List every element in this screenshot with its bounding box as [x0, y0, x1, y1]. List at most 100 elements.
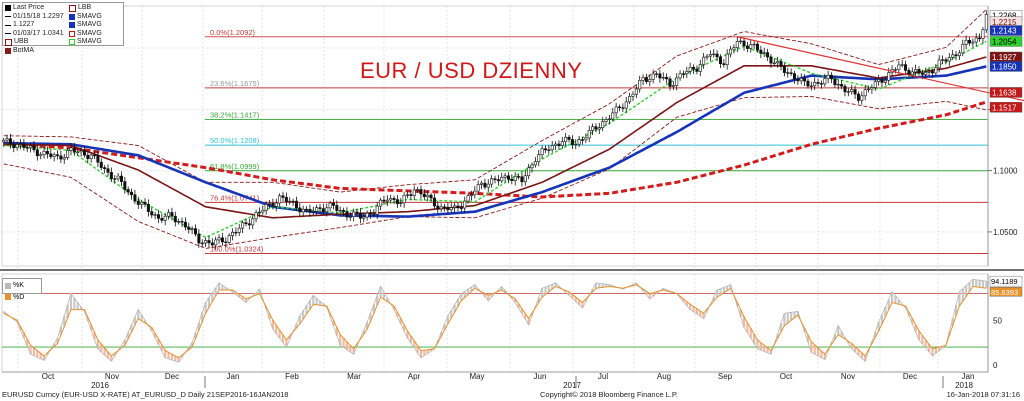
fib-label: 50.0%(1.1208)	[210, 136, 260, 145]
candle-body	[877, 79, 881, 82]
legend-smavg-4: SMAVG	[77, 38, 102, 45]
candle-body	[190, 228, 194, 230]
candle-body	[247, 223, 251, 226]
candle-body	[947, 57, 951, 62]
candle-body	[634, 88, 638, 95]
candle-body	[500, 177, 504, 182]
candle-body	[856, 93, 860, 101]
candle-body	[729, 48, 733, 55]
candle-body	[924, 72, 928, 75]
indicator-legend: Last Price 01/15/18 1.2297 1.1227 01/03/…	[2, 2, 124, 54]
candle-body	[429, 194, 433, 199]
candle-body	[655, 73, 659, 75]
candle-body	[580, 139, 584, 141]
candle-body	[984, 14, 988, 31]
candle-body	[749, 44, 753, 49]
candle-body	[106, 168, 110, 173]
candle-body	[160, 218, 164, 221]
month-label: May	[469, 372, 484, 381]
candle-body	[644, 77, 648, 82]
candle-body	[513, 176, 517, 181]
candle-body	[718, 56, 722, 64]
candle-body	[799, 77, 803, 82]
candle-body	[930, 71, 934, 74]
candle-body	[220, 237, 224, 243]
candle-body	[681, 73, 685, 75]
candle-body	[914, 69, 918, 73]
candle-body	[917, 69, 921, 74]
candle-body	[52, 154, 56, 157]
candle-body	[69, 147, 73, 151]
candle-body	[358, 212, 362, 219]
candle-body	[927, 71, 931, 73]
candle-body	[19, 143, 23, 145]
candle-body	[325, 207, 329, 212]
price-label: 1.1638	[992, 89, 1017, 98]
candle-body	[813, 82, 817, 87]
candle-body	[177, 221, 181, 223]
candle-body	[187, 226, 191, 230]
sma-mid-line	[3, 56, 987, 219]
price-label-box	[989, 102, 1023, 113]
candle-body	[510, 178, 514, 181]
candle-body	[348, 216, 352, 218]
month-label: Dec	[903, 372, 917, 381]
stoch-k-line	[3, 278, 987, 363]
candle-body	[375, 205, 379, 215]
candle-body	[180, 221, 184, 223]
candle-body	[752, 43, 756, 46]
candle-body	[547, 149, 551, 151]
candle-body	[712, 53, 716, 56]
candle-body	[782, 66, 786, 73]
candle-body	[352, 211, 356, 218]
candle-body	[530, 164, 534, 169]
stoch-k-value: 94.1189	[991, 277, 1018, 286]
candle-body	[146, 203, 150, 212]
candle-body	[173, 215, 177, 223]
chart-footer: EURUSD Curncy (EUR-USD X-RATE) AT_EURUSD…	[0, 388, 1024, 401]
legend-botma: BotMA	[13, 46, 35, 54]
candle-body	[2, 139, 6, 143]
candle-body	[527, 167, 531, 177]
candle-body	[254, 212, 258, 220]
candle-body	[853, 89, 857, 95]
candle-body	[123, 181, 127, 190]
candle-body	[611, 112, 615, 120]
candle-body	[301, 208, 305, 213]
moving-averages	[3, 40, 987, 239]
candle-body	[944, 59, 948, 62]
candle-body	[957, 52, 961, 57]
candle-body	[486, 183, 490, 188]
candle-body	[305, 208, 309, 211]
candle-body	[806, 80, 810, 87]
candle-body	[446, 206, 450, 211]
price-label-box	[989, 25, 1023, 36]
candle-body	[345, 211, 349, 218]
month-label: Jan	[962, 372, 975, 381]
candle-body	[422, 193, 426, 198]
candle-body	[197, 233, 201, 244]
candle-body	[840, 84, 844, 87]
candle-body	[584, 137, 588, 141]
candle-body	[395, 199, 399, 205]
candle-body	[631, 93, 635, 97]
candle-body	[665, 76, 669, 80]
candle-body	[311, 211, 315, 213]
stoch-tick-label: 50	[993, 316, 1002, 325]
footer-copyright: Copyright© 2018 Bloomberg Finance L.P.	[540, 390, 678, 399]
candle-body	[8, 138, 12, 145]
candle-body	[732, 47, 736, 50]
legend-smavg-2: SMAVG	[77, 21, 102, 28]
month-label: Jan	[227, 372, 240, 381]
candle-body	[439, 206, 443, 210]
candle-body	[863, 89, 867, 97]
candle-body	[954, 54, 958, 57]
candle-body	[685, 71, 689, 75]
candle-body	[759, 49, 763, 54]
candle-body	[342, 210, 346, 212]
candle-body	[648, 79, 652, 82]
fibonacci-levels: 0.0%(1.2092) 23.6%(1.1675) 38.2%(1.1417) 50…	[205, 28, 988, 254]
candle-body	[35, 149, 39, 157]
candle-body	[826, 74, 830, 79]
candle-body	[25, 147, 29, 149]
